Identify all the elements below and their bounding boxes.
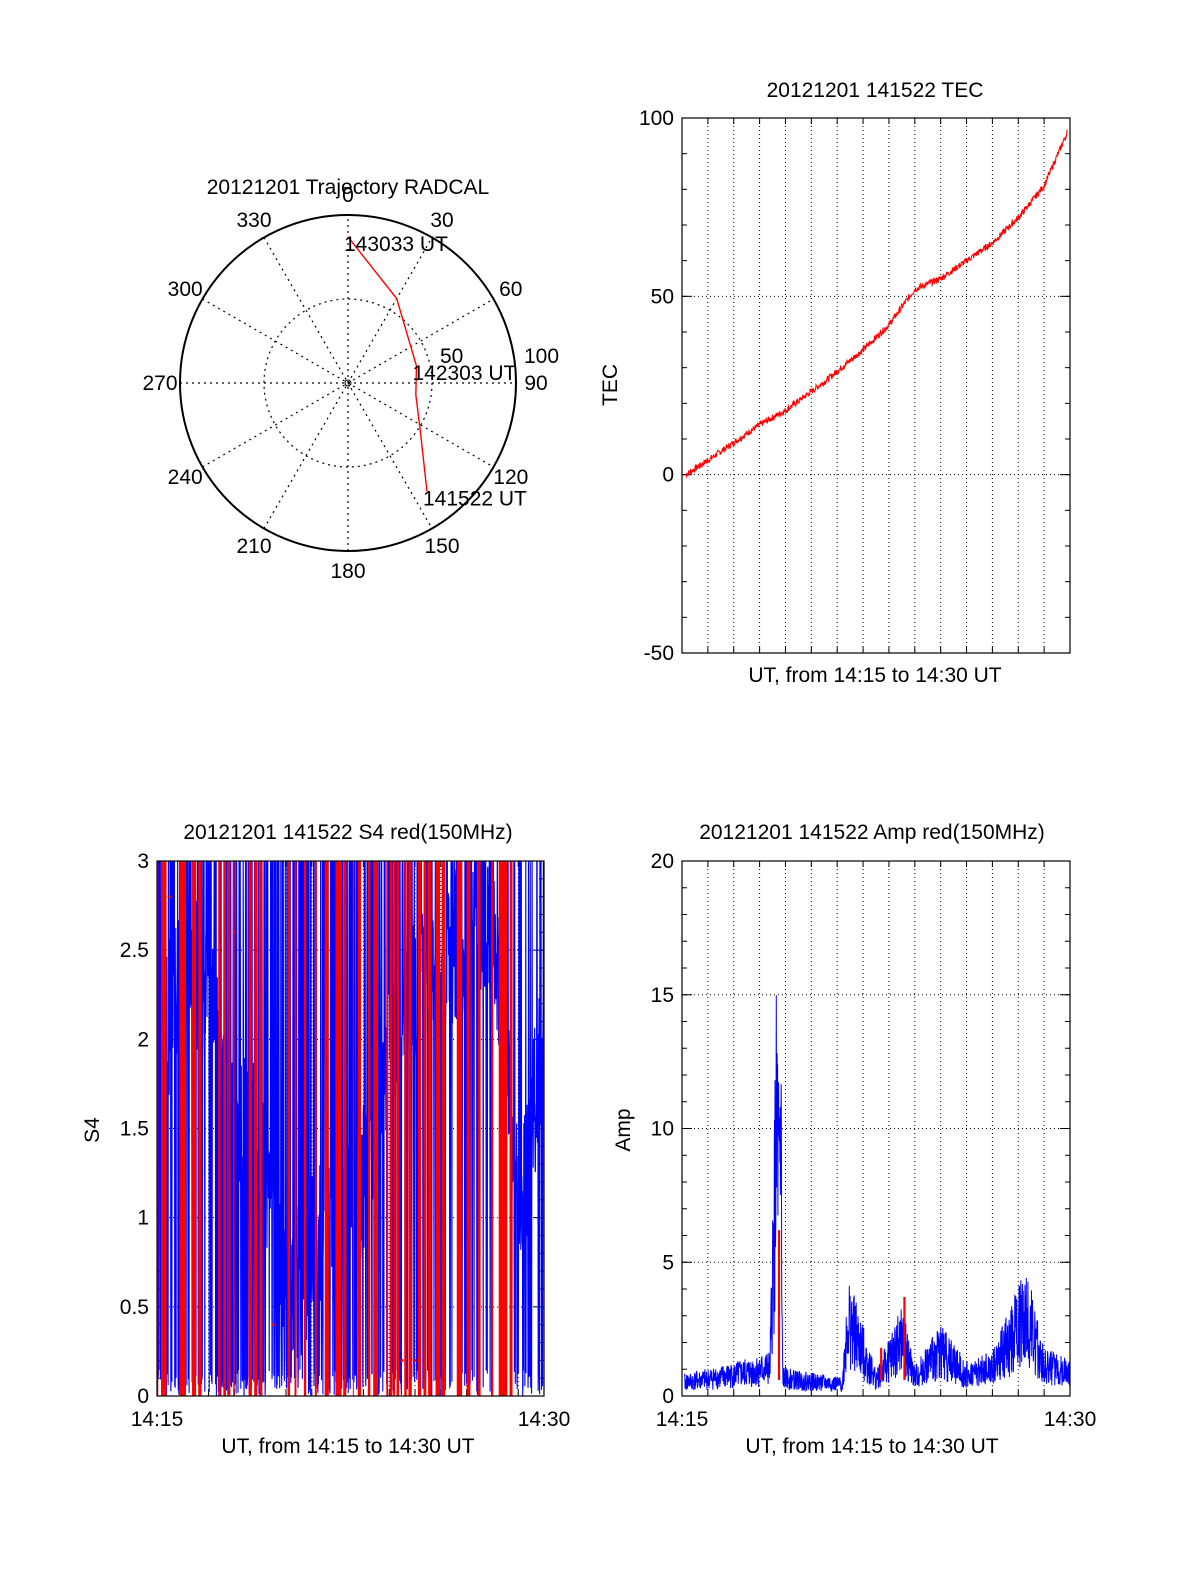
polar-angle-label: 300	[168, 278, 203, 301]
x-tick-label: 14:30	[518, 1408, 571, 1431]
polar-angle-label: 210	[236, 535, 271, 558]
polar-angle-label: 0	[342, 184, 354, 207]
y-tick-label: 0	[137, 1385, 149, 1408]
s4-red-point	[343, 1358, 347, 1362]
amp-title: 20121201 141522 Amp red(150MHz)	[699, 821, 1045, 844]
polar-spoke	[263, 237, 433, 529]
y-tick-label: 3	[137, 850, 149, 873]
y-tick-label: 1	[137, 1207, 149, 1230]
data-layer	[685, 129, 1068, 479]
polar-angle-label: 180	[330, 560, 365, 583]
amp-blue-series	[684, 995, 1070, 1393]
tec-panel: 20121201 141522 TEC 100 50 0 -50 UT, from 1…	[599, 79, 1071, 687]
polar-angle-labels: 0 30 60 90 120 150 180 210 240 270 300 330	[142, 184, 547, 583]
polar-radial-label: 50	[440, 345, 463, 368]
amp-panel: 20121201 141522 Amp red(150MHz) 20 15 10 5 0…	[612, 821, 1096, 1458]
polar-angle-label: 270	[142, 372, 177, 395]
plot-frame	[681, 860, 1071, 1397]
y-tick-label: 10	[651, 1118, 674, 1141]
amp-plot-area: 20 15 10 5 014:15 14:30	[651, 850, 1097, 1431]
polar-panel: 20121201 Trajectory RADCAL 0 30 60 90 120 150…	[142, 176, 559, 583]
s4-blue-series	[157, 861, 544, 1396]
trajectory-time-label: 142303 UT	[412, 362, 516, 385]
s4-ylabel: S4	[81, 1117, 104, 1143]
polar-angle-label: 150	[424, 535, 459, 558]
y-tick-label: 1.5	[120, 1118, 149, 1141]
x-tick-label: 14:15	[131, 1408, 184, 1431]
s4-red-point	[271, 1323, 275, 1327]
polar-grid	[179, 214, 517, 552]
polar-center	[344, 379, 352, 387]
y-tick-label: 20	[651, 850, 674, 873]
y-tick-label: 2.5	[120, 939, 149, 962]
x-tick-label: 14:15	[656, 1408, 709, 1431]
polar-angle-label: 120	[493, 466, 528, 489]
s4-red-point	[232, 930, 236, 934]
polar-angle-label: 60	[499, 278, 522, 301]
y-tick-label: 100	[639, 107, 674, 130]
tec-plot-area: 100 50 0 -50	[639, 107, 1071, 665]
polar-angle-label: 330	[236, 209, 271, 232]
polar-angle-label: 90	[524, 372, 547, 395]
s4-red-point	[503, 1341, 507, 1344]
s4-red-point	[168, 895, 172, 899]
polar-radial-labels: 50 100	[440, 345, 559, 368]
amp-ylabel: Amp	[612, 1108, 635, 1151]
trajectory-line	[347, 236, 428, 492]
polar-trajectory	[347, 236, 428, 492]
tec-ylabel: TEC	[599, 364, 622, 406]
s4-xlabel: UT, from 14:15 to 14:30 UT	[221, 1435, 474, 1458]
polar-annotations: 143033 UT 142303 UT 141522 UT	[344, 233, 527, 511]
amp-xlabel: UT, from 14:15 to 14:30 UT	[745, 1435, 998, 1458]
polar-title: 20121201 Trajectory RADCAL	[207, 176, 490, 199]
polar-angle-label: 240	[168, 466, 203, 489]
data-layer	[684, 995, 1070, 1393]
trajectory-time-label: 141522 UT	[423, 488, 527, 511]
polar-angle-label: 30	[430, 209, 453, 232]
y-tick-label: -50	[644, 642, 674, 665]
s4-panel: 20121201 141522 S4 red(150MHz) 3 2.5 2 1.5 1…	[81, 821, 570, 1458]
trajectory-time-label: 143033 UT	[344, 233, 448, 256]
tec-title: 20121201 141522 TEC	[767, 79, 984, 102]
s4-red-point	[413, 1358, 417, 1362]
y-tick-label: 50	[651, 285, 674, 308]
polar-radial-label: 100	[524, 345, 559, 368]
y-tick-label: 0	[662, 464, 674, 487]
x-tick-label: 14:30	[1044, 1408, 1097, 1431]
tec-series-line	[685, 129, 1068, 479]
y-tick-label: 2	[137, 1028, 149, 1051]
s4-plot-area: 3 2.5 2 1.5 1 0.5 014:15 14:30	[120, 850, 571, 1431]
plot-frame	[681, 117, 1071, 654]
tec-xlabel: UT, from 14:15 to 14:30 UT	[748, 664, 1001, 687]
data-layer	[157, 861, 544, 1396]
y-tick-label: 0	[662, 1385, 674, 1408]
y-tick-label: 15	[651, 984, 674, 1007]
plot-frame	[156, 860, 545, 1397]
s4-title: 20121201 141522 S4 red(150MHz)	[183, 821, 512, 844]
y-tick-label: 0.5	[120, 1296, 149, 1319]
s4-red-point	[400, 1358, 404, 1362]
y-tick-label: 5	[662, 1251, 674, 1274]
